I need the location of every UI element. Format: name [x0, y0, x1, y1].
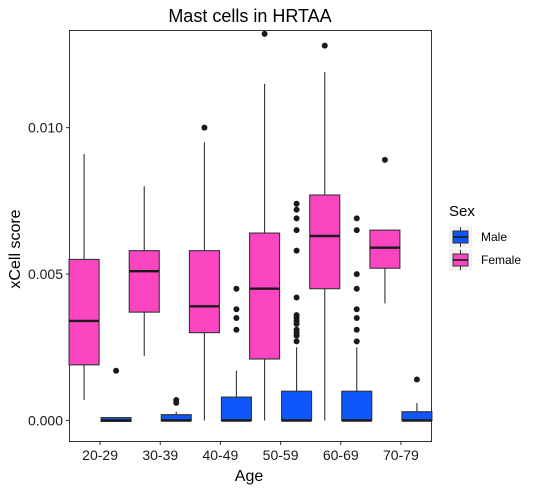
box-male-40-49 — [220, 285, 252, 422]
outlier-point — [353, 215, 360, 222]
box-body — [401, 411, 433, 422]
legend-label-female: Female — [481, 253, 521, 267]
y-tick-label: 0.000 — [28, 413, 63, 429]
outlier-point — [353, 306, 360, 313]
outlier-point — [293, 200, 300, 207]
x-tick-label: 70-79 — [383, 447, 419, 463]
x-tick-label: 40-49 — [203, 447, 239, 463]
box-male-60-69 — [341, 215, 373, 422]
x-tick-label: 50-59 — [263, 447, 299, 463]
box-body — [369, 229, 401, 269]
box-body — [188, 250, 220, 334]
box-female-60-69 — [309, 42, 341, 421]
outlier-point — [353, 285, 360, 292]
outlier-point — [293, 247, 300, 254]
outlier-point — [113, 367, 120, 374]
outlier-point — [233, 285, 240, 292]
box-male-70-79 — [401, 376, 433, 422]
outlier-point — [293, 338, 300, 345]
box-female-30-39 — [128, 186, 160, 357]
box-female-70-79 — [369, 156, 401, 304]
x-tick-label: 20-29 — [82, 447, 118, 463]
outlier-point — [353, 315, 360, 321]
outlier-point — [293, 312, 300, 319]
plot-marks — [68, 30, 433, 422]
x-tick-label: 60-69 — [323, 447, 359, 463]
box-female-50-59 — [249, 30, 281, 421]
outlier-point — [293, 206, 300, 213]
plot-panel — [69, 30, 432, 442]
outlier-point — [173, 397, 180, 403]
outlier-point — [201, 124, 208, 131]
y-axis: 0.000 0.005 0.010 — [28, 120, 70, 429]
box-body — [68, 258, 100, 366]
box-body — [281, 390, 313, 422]
outlier-point — [293, 215, 300, 222]
outlier-point — [381, 156, 388, 163]
x-tick-label: 30-39 — [142, 447, 178, 463]
y-tick-label: 0.005 — [28, 266, 63, 282]
box-body — [341, 390, 373, 422]
box-male-50-59 — [281, 200, 313, 422]
outlier-point — [233, 326, 240, 333]
outlier-point — [353, 227, 360, 234]
outlier-point — [261, 30, 268, 37]
box-male-20-29 — [100, 367, 132, 422]
box-female-40-49 — [188, 124, 220, 421]
outlier-point — [353, 338, 360, 345]
outlier-point — [233, 315, 240, 321]
outlier-point — [293, 326, 300, 333]
box-male-30-39 — [160, 397, 192, 422]
chart-title: Mast cells in HRTAA — [168, 6, 331, 26]
x-axis-title: Age — [235, 468, 264, 485]
y-tick-label: 0.010 — [28, 120, 63, 136]
legend-label-male: Male — [481, 230, 507, 244]
y-axis-title: xCell score — [7, 209, 24, 288]
outlier-point — [321, 42, 328, 49]
box-body — [309, 194, 341, 290]
x-axis: 20-29 30-39 40-49 50-59 60-69 70-79 — [82, 441, 419, 463]
box-female-20-29 — [68, 154, 100, 400]
outlier-point — [353, 271, 360, 278]
legend-title: Sex — [449, 203, 475, 220]
outlier-point — [353, 326, 360, 333]
outlier-point — [233, 306, 240, 313]
outlier-point — [293, 227, 300, 234]
outlier-point — [413, 376, 420, 383]
legend: Sex Male Female — [449, 203, 521, 271]
box-body — [220, 396, 252, 422]
box-body — [249, 232, 281, 360]
box-body — [128, 250, 160, 313]
outlier-point — [293, 294, 300, 301]
